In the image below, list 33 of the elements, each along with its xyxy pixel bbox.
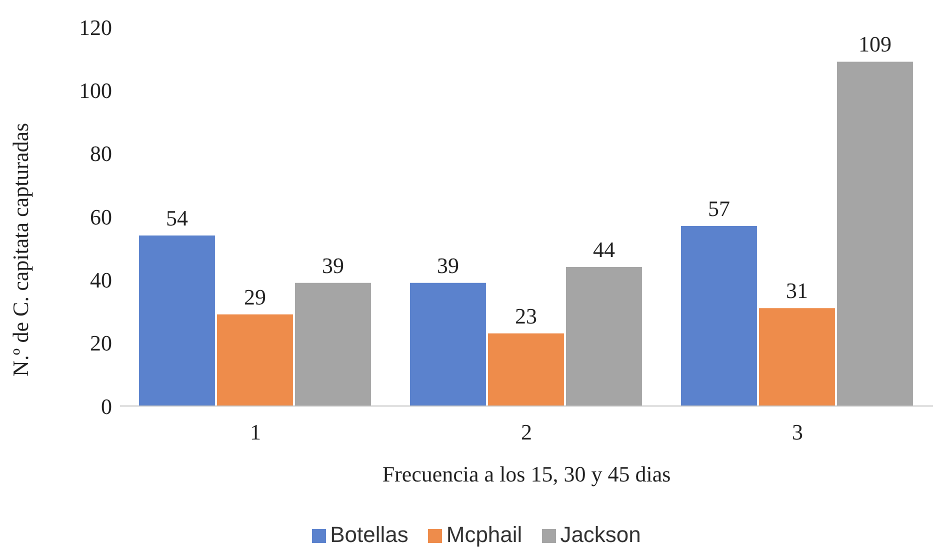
y-tick-label: 40 <box>90 267 112 292</box>
legend-label: Botellas <box>330 522 408 547</box>
bar <box>758 308 835 406</box>
data-label: 23 <box>514 303 537 328</box>
data-label: 57 <box>708 196 730 221</box>
bar <box>138 235 215 406</box>
y-tick-label: 100 <box>79 78 112 103</box>
y-tick-label: 60 <box>90 204 112 230</box>
legend-label: Jackson <box>560 522 641 547</box>
legend-label: Mcphail <box>446 522 522 547</box>
bar <box>216 314 293 406</box>
data-label: 29 <box>244 284 266 310</box>
bar <box>294 282 371 406</box>
data-label: 44 <box>592 237 615 262</box>
bar <box>566 267 642 406</box>
data-label: 39 <box>436 252 459 278</box>
x-axis-title: Frecuencia a los 15, 30 y 45 dias <box>382 462 671 487</box>
bar <box>680 226 757 406</box>
x-tick-label: 3 <box>792 420 803 445</box>
x-tick-label: 1 <box>250 420 261 445</box>
bar <box>410 282 486 406</box>
data-label: 39 <box>322 252 344 278</box>
y-tick-label: 120 <box>79 14 112 40</box>
data-label: 109 <box>858 32 892 57</box>
data-label: 31 <box>786 278 808 304</box>
y-tick-label: 20 <box>90 330 112 356</box>
y-axis-title: N.º de C. capitata capturadas <box>8 122 33 376</box>
bar <box>836 62 913 406</box>
x-tick-label: 2 <box>521 420 532 445</box>
y-tick-label: 0 <box>101 394 112 419</box>
data-label: 54 <box>166 205 188 230</box>
bar <box>488 333 564 406</box>
y-tick-label: 80 <box>90 141 112 166</box>
